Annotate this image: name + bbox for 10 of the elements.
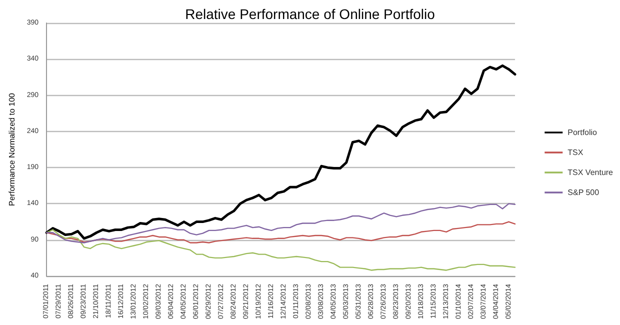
legend-label: TSX Venture [568, 168, 614, 177]
line-series [46, 221, 516, 244]
legend-label: S&P 500 [568, 188, 600, 197]
line-series [46, 229, 516, 271]
chart-title: Relative Performance of Online Portfolio [185, 6, 436, 22]
legend-label: TSX [568, 148, 584, 157]
line-series [46, 203, 516, 244]
line-series [45, 64, 516, 240]
legend-label: Portfolio [568, 128, 598, 137]
y-axis-title: Performance Normalized to 100 [8, 92, 16, 206]
